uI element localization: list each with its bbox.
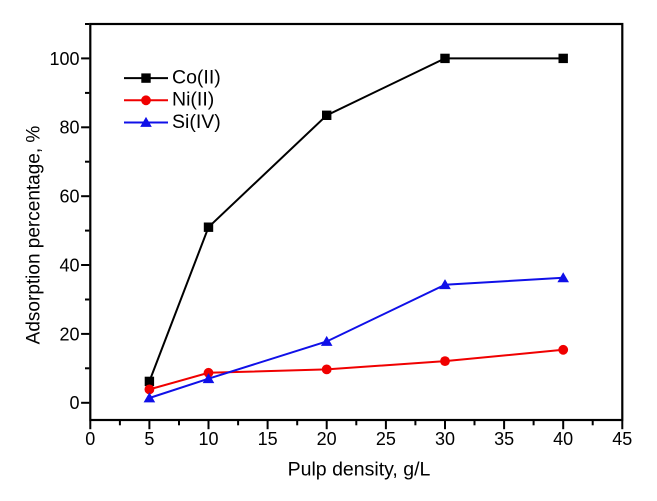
svg-text:Adsorption percentage, %: Adsorption percentage, % [24,126,45,345]
svg-text:100: 100 [49,49,79,69]
svg-text:25: 25 [376,429,396,449]
svg-text:Co(II): Co(II) [172,67,221,89]
svg-text:20: 20 [317,429,337,449]
svg-text:Pulp density, g/L: Pulp density, g/L [288,459,431,481]
svg-text:80: 80 [59,118,79,138]
svg-text:0: 0 [69,393,79,413]
svg-text:Ni(II): Ni(II) [172,89,214,111]
svg-text:40: 40 [59,255,79,275]
svg-text:40: 40 [553,429,573,449]
svg-text:10: 10 [198,429,218,449]
svg-text:0: 0 [85,429,95,449]
svg-text:20: 20 [59,324,79,344]
svg-text:Si(IV): Si(IV) [172,111,221,133]
svg-text:45: 45 [612,429,632,449]
svg-text:30: 30 [435,429,455,449]
svg-text:5: 5 [144,429,154,449]
svg-text:60: 60 [59,187,79,207]
svg-text:35: 35 [494,429,514,449]
svg-text:15: 15 [258,429,278,449]
